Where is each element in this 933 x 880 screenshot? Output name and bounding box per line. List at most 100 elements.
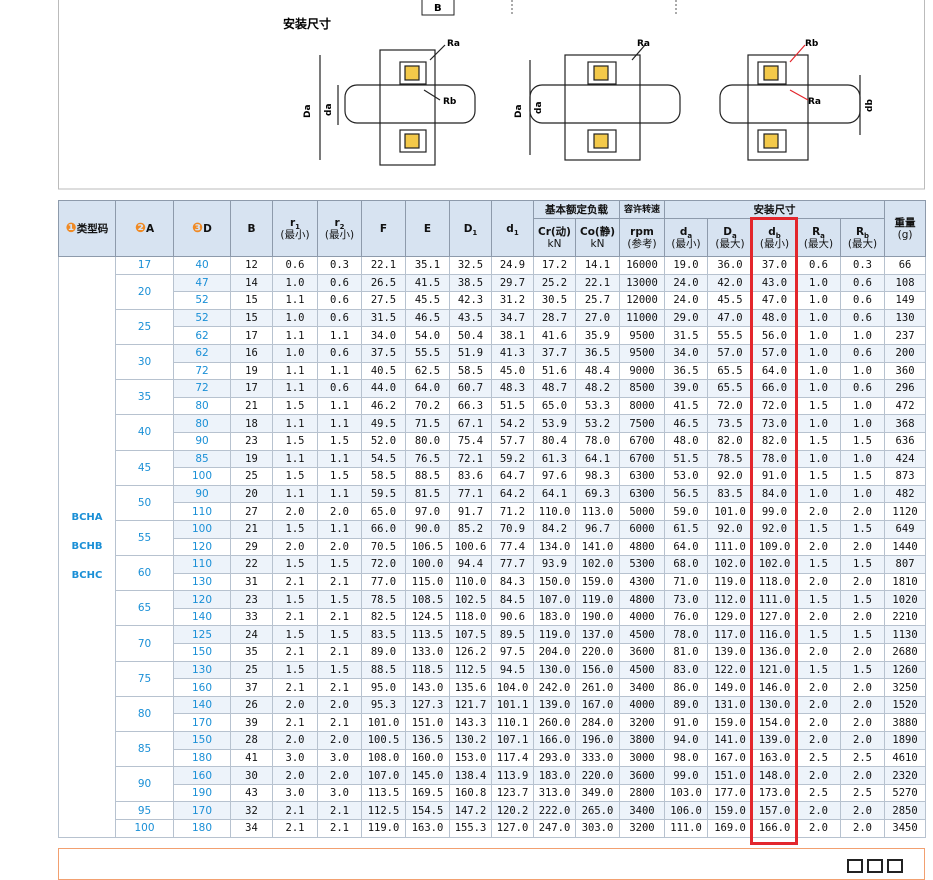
value-cell: 135.6 bbox=[449, 678, 492, 697]
label: Ra bbox=[808, 97, 821, 107]
header-sub: a bbox=[731, 231, 737, 240]
value-cell: 2800 bbox=[619, 783, 665, 803]
value-cell: 183.0 bbox=[533, 607, 576, 627]
value-cell: 53.9 bbox=[533, 414, 576, 433]
value-cell: 149 bbox=[884, 291, 927, 310]
value-cell: 97.5 bbox=[491, 643, 534, 662]
value-cell: 111.0 bbox=[664, 819, 708, 838]
value-cell: 1.1 bbox=[317, 396, 362, 416]
value-cell: 71.5 bbox=[405, 414, 450, 433]
value-cell: 1.5 bbox=[796, 467, 841, 486]
value-cell: 42.0 bbox=[707, 273, 753, 293]
value-cell: 50.4 bbox=[449, 326, 492, 345]
value-cell: 82.0 bbox=[707, 431, 753, 451]
value-cell: 148.0 bbox=[752, 766, 797, 785]
value-cell: 2.0 bbox=[839, 731, 886, 750]
value-cell: 126.2 bbox=[449, 643, 492, 662]
value-cell: 91.7 bbox=[449, 502, 492, 521]
data-row: 72 19 1.1 1.1 40.5 62.5 58.5 45.0 51.6 48.4 9000 36… bbox=[59, 361, 927, 381]
value-cell: 70.2 bbox=[405, 396, 450, 416]
value-cell: 133.0 bbox=[405, 643, 450, 662]
value-cell: 37.5 bbox=[361, 343, 406, 363]
value-cell: 43.0 bbox=[752, 273, 797, 293]
value-cell: 88.5 bbox=[361, 660, 406, 680]
value-cell: 17 bbox=[230, 326, 273, 345]
value-cell: 94.0 bbox=[664, 731, 708, 750]
value-cell: 14 bbox=[230, 273, 273, 293]
value-cell: 11000 bbox=[619, 308, 665, 328]
value-cell: 1.5 bbox=[317, 555, 362, 574]
data-row: 20 47 14 1.0 0.6 26.5 41.5 38.5 29.7 25.2 22.1 1300… bbox=[59, 273, 927, 310]
bore-cell: 55 bbox=[115, 519, 174, 557]
value-cell: 1.0 bbox=[839, 326, 886, 345]
value-cell: 24.9 bbox=[491, 256, 534, 275]
value-cell: 93.9 bbox=[533, 555, 576, 574]
header-cell: da (最小) bbox=[664, 218, 708, 257]
value-cell: 1.0 bbox=[839, 449, 886, 469]
value-cell: 38.5 bbox=[449, 273, 492, 293]
header-cell: r1 (最小) bbox=[272, 200, 318, 257]
value-cell: 67.1 bbox=[449, 414, 492, 433]
value-cell: 3450 bbox=[884, 819, 927, 838]
value-cell: 190.0 bbox=[575, 607, 620, 627]
value-cell: 1.1 bbox=[272, 414, 318, 433]
value-cell: 25.2 bbox=[533, 273, 576, 293]
value-cell: 97.6 bbox=[533, 467, 576, 486]
value-cell: 368 bbox=[884, 414, 927, 433]
value-cell: 45.5 bbox=[707, 291, 753, 310]
value-cell: 77.7 bbox=[491, 555, 534, 574]
value-cell: 349.0 bbox=[575, 783, 620, 803]
value-cell: 90.0 bbox=[405, 519, 450, 539]
value-cell: 41.5 bbox=[664, 396, 708, 416]
value-cell: 44.0 bbox=[361, 379, 406, 398]
data-row: 30 62 16 1.0 0.6 37.5 55.5 51.9 41.3 37.7 36.5 9500… bbox=[59, 343, 927, 381]
value-cell: 119.0 bbox=[707, 572, 753, 592]
type-code-cell: BCHA BCHB BCHC bbox=[58, 256, 116, 838]
value-cell: 35.9 bbox=[575, 326, 620, 345]
value-cell: 103.0 bbox=[664, 783, 708, 803]
value-cell: 2.0 bbox=[796, 801, 841, 820]
value-cell: 2320 bbox=[884, 766, 927, 785]
value-cell: 1.5 bbox=[796, 590, 841, 609]
value-cell: 3600 bbox=[619, 766, 665, 785]
value-cell: 119.0 bbox=[361, 819, 406, 838]
value-cell: 2.1 bbox=[317, 713, 362, 733]
value-cell: 112.5 bbox=[361, 801, 406, 820]
value-cell: 48.3 bbox=[491, 379, 534, 398]
shaft bbox=[344, 84, 476, 124]
header-cell: Cr(动) kN bbox=[533, 218, 576, 257]
value-cell: 261.0 bbox=[575, 678, 620, 697]
value-cell: 22 bbox=[230, 555, 273, 574]
value-cell: 77.1 bbox=[449, 484, 492, 504]
value-cell: 3.0 bbox=[317, 783, 362, 803]
value-cell: 39.0 bbox=[664, 379, 708, 398]
value-cell: 119.0 bbox=[575, 590, 620, 609]
od-cell: 72 bbox=[173, 379, 231, 398]
value-cell: 0.6 bbox=[839, 343, 886, 363]
od-cell: 180 bbox=[173, 748, 231, 768]
value-cell: 51.5 bbox=[491, 396, 534, 416]
data-row: 160 37 2.1 2.1 95.0 143.0 135.6 104.0 242.0 261.0… bbox=[59, 678, 927, 697]
value-cell: 2.1 bbox=[272, 643, 318, 662]
value-cell: 46.5 bbox=[405, 308, 450, 328]
value-cell: 4000 bbox=[619, 607, 665, 627]
value-cell: 2.0 bbox=[272, 537, 318, 557]
value-cell: 20 bbox=[230, 484, 273, 504]
value-cell: 169.5 bbox=[405, 783, 450, 803]
value-cell: 1.0 bbox=[839, 396, 886, 416]
header-sub: b bbox=[775, 231, 781, 240]
value-cell: 3000 bbox=[619, 748, 665, 768]
value-cell: 1.5 bbox=[272, 431, 318, 451]
od-cell: 100 bbox=[173, 467, 231, 486]
od-cell: 150 bbox=[173, 731, 231, 750]
value-cell: 2.0 bbox=[272, 766, 318, 785]
value-cell: 0.6 bbox=[317, 291, 362, 310]
value-cell: 72.1 bbox=[449, 449, 492, 469]
value-cell: 4800 bbox=[619, 590, 665, 609]
header-sub: 1 bbox=[513, 228, 519, 237]
value-cell: 108 bbox=[884, 273, 927, 293]
type-code: BCHB bbox=[71, 541, 103, 553]
value-cell: 77.4 bbox=[491, 537, 534, 557]
value-cell: 1.0 bbox=[839, 414, 886, 433]
